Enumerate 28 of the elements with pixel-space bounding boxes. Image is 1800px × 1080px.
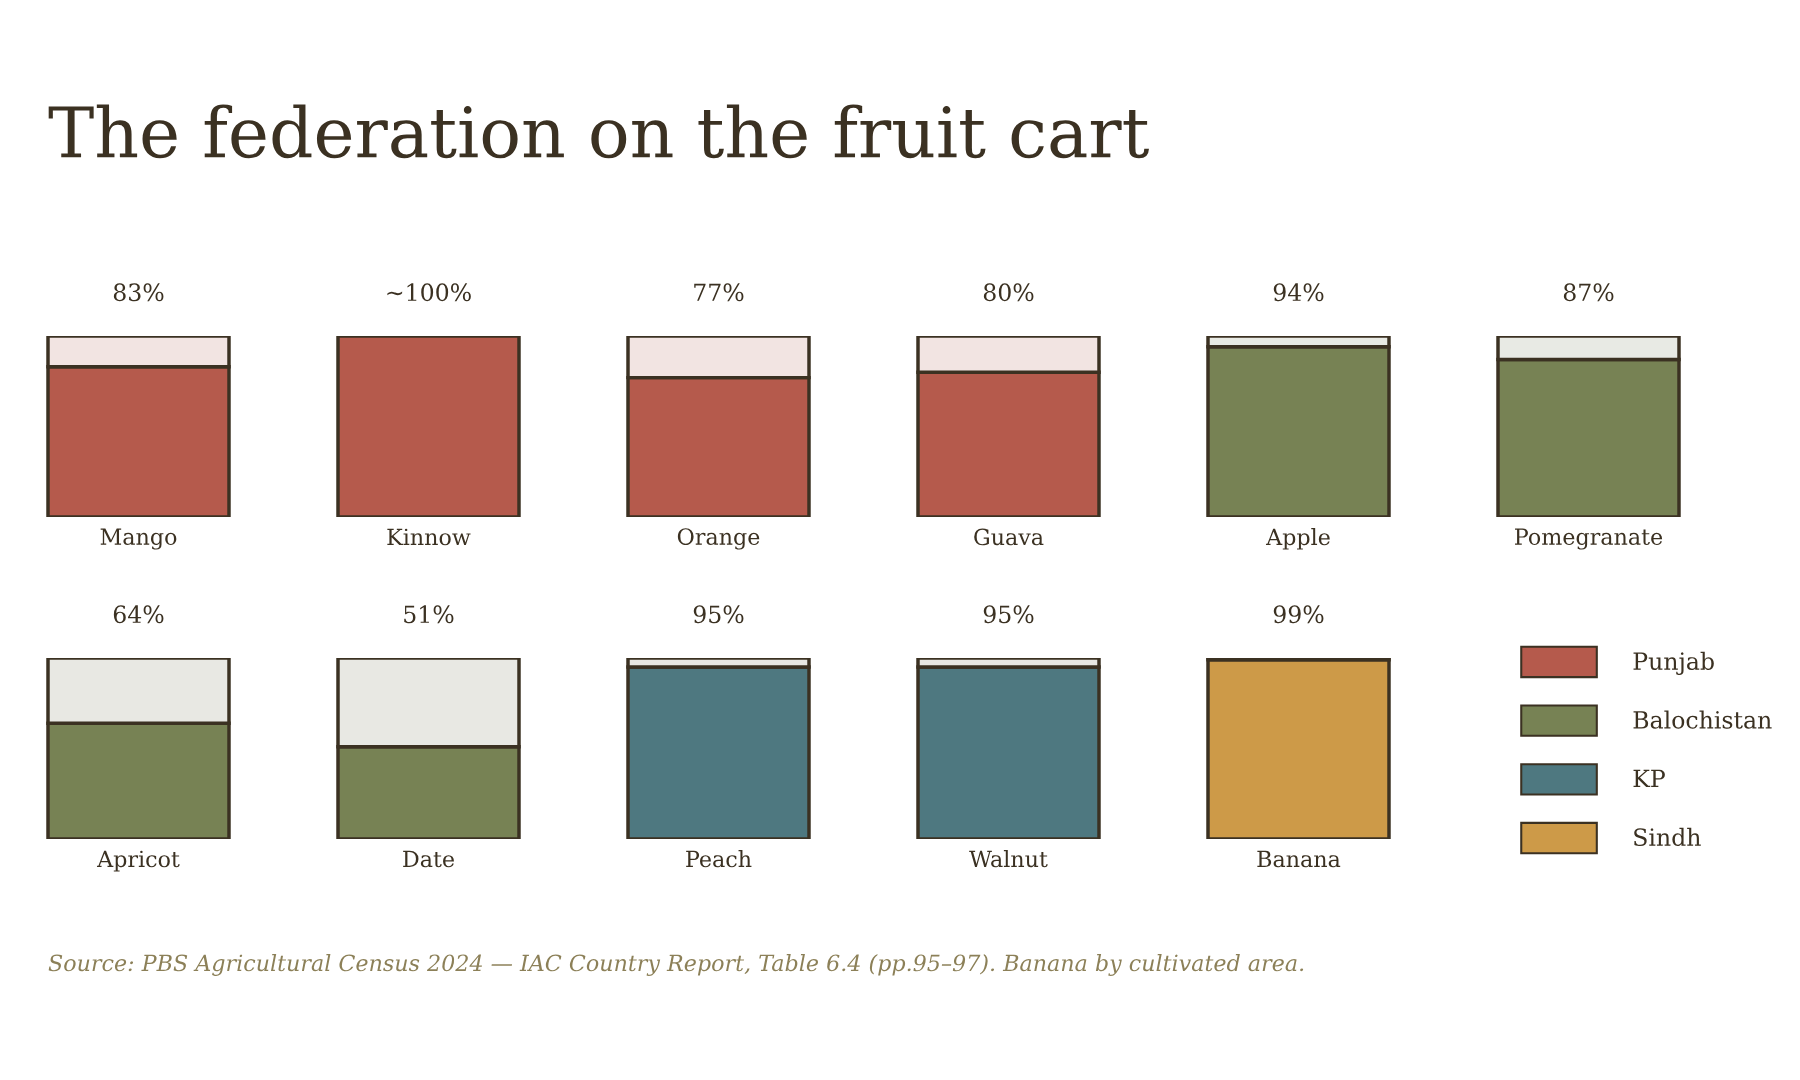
text: 64% — [113, 605, 164, 624]
legend-label: KP — [1633, 769, 1665, 788]
text: 95% — [693, 605, 744, 624]
text: 51% — [404, 605, 454, 624]
text: 95% — [983, 605, 1034, 624]
x-tick-label: Peach — [686, 850, 752, 868]
text: 94% — [1273, 283, 1324, 302]
x-tick-label: Date — [403, 850, 454, 868]
x-tick-label: Walnut — [969, 850, 1048, 868]
x-tick-label: Mango — [100, 528, 177, 550]
text: 99% — [1273, 605, 1324, 624]
x-tick-label: Orange — [677, 528, 760, 550]
chart-title: The federation on the fruit cart — [48, 104, 1149, 159]
legend-label: Sindh — [1634, 827, 1701, 847]
x-tick-label: Apple — [1265, 528, 1330, 550]
x-tick-label: Pomegranate — [1515, 528, 1663, 550]
source-note: Source: PBS Agricultural Census 2024 — IAC Country Report, Table 6.4 (pp.95–97). Banana by cultivated area. — [48, 954, 1304, 976]
x-tick-label: Guava — [974, 528, 1044, 546]
text: 80% — [983, 283, 1034, 302]
x-tick-label: Kinnow — [387, 528, 471, 546]
text: 77% — [694, 283, 744, 302]
legend-label: Balochistan — [1633, 710, 1772, 729]
text: 83% — [113, 283, 164, 302]
text: 87% — [1563, 283, 1614, 302]
x-tick-label: Apricot — [96, 850, 180, 872]
x-tick-label: Banana — [1257, 850, 1341, 868]
text: ~100% — [387, 283, 471, 302]
legend-label: Punjab — [1633, 651, 1714, 675]
